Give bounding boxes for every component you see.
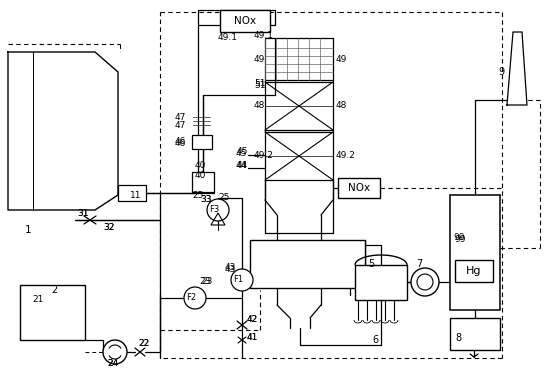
Text: 33: 33	[200, 196, 212, 205]
Text: 24: 24	[107, 358, 118, 367]
Text: 1: 1	[25, 225, 32, 235]
Text: 51: 51	[254, 80, 265, 89]
Text: 9: 9	[498, 67, 504, 77]
Text: NOx: NOx	[348, 183, 370, 193]
Text: 23: 23	[201, 277, 212, 287]
Bar	[250, 240, 365, 288]
Text: 40: 40	[195, 161, 206, 170]
Text: 25: 25	[218, 194, 230, 203]
Text: 43: 43	[225, 265, 237, 274]
Text: 31: 31	[77, 209, 89, 217]
Text: 5: 5	[368, 259, 374, 269]
Bar	[450, 318, 500, 350]
Text: NOx: NOx	[234, 16, 256, 26]
Text: F3: F3	[209, 206, 219, 214]
Text: 49.1: 49.1	[218, 32, 238, 41]
Text: F1: F1	[233, 276, 243, 285]
Text: 22: 22	[138, 338, 149, 347]
Text: 22: 22	[138, 340, 149, 349]
Circle shape	[184, 287, 206, 309]
Text: 49: 49	[336, 55, 348, 64]
Text: 41: 41	[247, 334, 258, 343]
Text: 45: 45	[236, 149, 248, 158]
Bar	[220, 10, 270, 32]
Bar	[118, 185, 146, 201]
Text: 47: 47	[175, 114, 187, 123]
Bar	[338, 178, 380, 198]
Text: 40: 40	[195, 171, 206, 180]
Text: 49: 49	[254, 55, 265, 64]
Text: 49.2: 49.2	[254, 152, 274, 161]
Text: 32: 32	[103, 223, 114, 232]
Bar	[20, 285, 85, 340]
Bar	[192, 135, 212, 149]
Text: 24: 24	[107, 358, 118, 367]
Text: 31: 31	[77, 209, 89, 217]
Text: 25: 25	[192, 191, 203, 200]
Text: 42: 42	[247, 315, 258, 324]
Text: 45: 45	[237, 147, 249, 156]
Text: 6: 6	[372, 335, 378, 345]
Text: 99: 99	[453, 233, 465, 243]
Text: 41: 41	[247, 332, 258, 341]
Text: 44: 44	[237, 161, 248, 170]
Circle shape	[207, 199, 229, 221]
Text: 49.1: 49.1	[254, 32, 274, 41]
Bar	[192, 172, 214, 192]
Bar	[450, 195, 500, 310]
Bar	[455, 260, 493, 282]
Text: 99: 99	[454, 235, 466, 244]
Text: 43: 43	[225, 264, 237, 273]
Circle shape	[411, 268, 439, 296]
Text: Hg: Hg	[466, 266, 482, 276]
Text: 46: 46	[175, 138, 187, 147]
Text: 48: 48	[254, 102, 265, 111]
Text: 2: 2	[51, 285, 57, 295]
Text: 46: 46	[175, 136, 187, 146]
Text: 48: 48	[336, 102, 348, 111]
Circle shape	[231, 269, 253, 291]
Text: 11: 11	[130, 191, 141, 200]
Text: 47: 47	[175, 120, 187, 129]
Text: 49.2: 49.2	[336, 152, 356, 161]
Text: 51: 51	[254, 79, 265, 88]
Text: 7: 7	[416, 259, 422, 269]
Text: 44: 44	[236, 162, 248, 170]
Circle shape	[103, 340, 127, 364]
Text: 23: 23	[199, 277, 211, 287]
Text: 33: 33	[200, 196, 212, 205]
Text: F2: F2	[186, 294, 196, 303]
Text: 8: 8	[455, 333, 461, 343]
Text: 21: 21	[32, 296, 44, 305]
Text: 42: 42	[247, 315, 258, 324]
Polygon shape	[507, 32, 527, 105]
Text: 32: 32	[103, 223, 114, 232]
Bar	[355, 265, 407, 300]
